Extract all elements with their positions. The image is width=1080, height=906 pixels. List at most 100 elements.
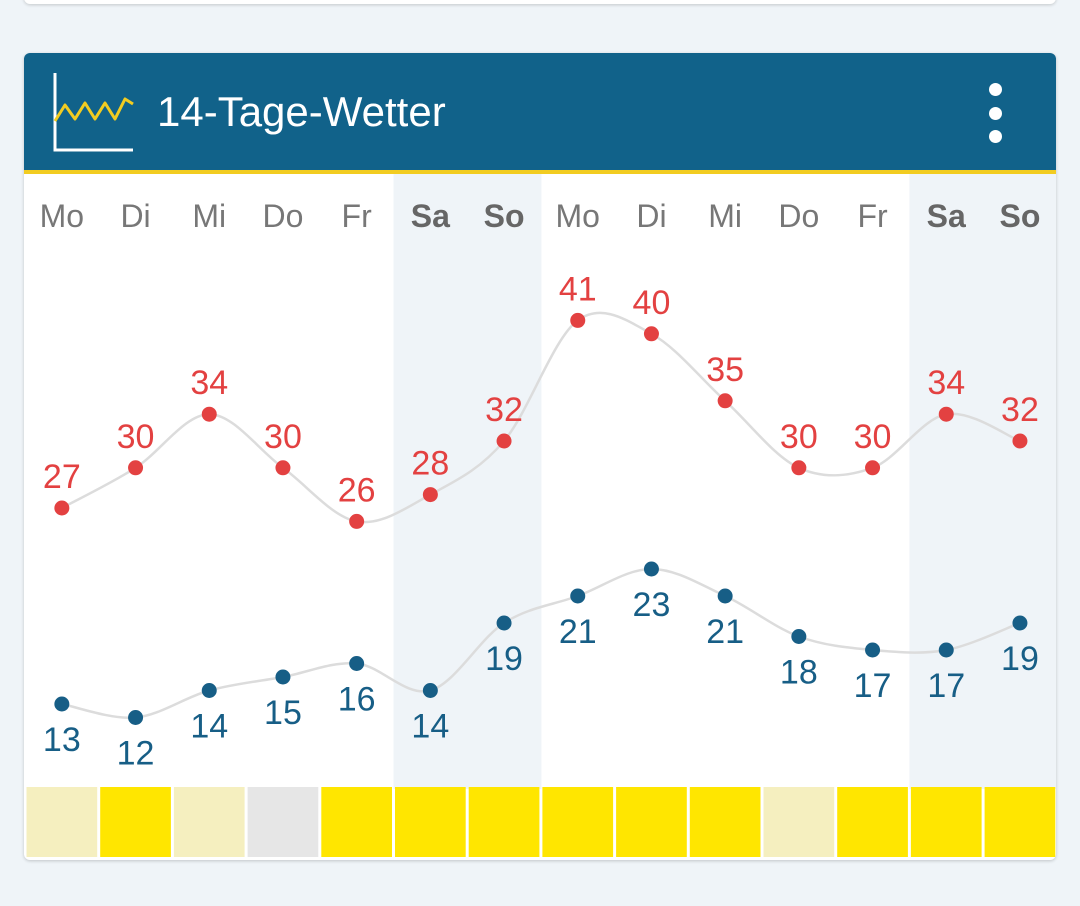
low-temp-label: 19	[1001, 640, 1039, 678]
high-temp-point	[275, 460, 291, 476]
temperature-chart: Mo Di Mi Do Fr Sa So Mo Di Mi Do Fr Sa So 27303430262…	[26, 174, 1056, 857]
sunshine-cell	[395, 787, 466, 857]
low-temp-point	[349, 656, 365, 671]
low-temp-label: 19	[485, 640, 523, 678]
forecast-card: 14-Tage-Wetter Mo Di Mi Do Fr Sa So Mo Di Mi Do Fr S…	[24, 53, 1056, 860]
sunshine-cell	[837, 787, 908, 857]
low-temp-label: 14	[411, 708, 449, 746]
low-temp-label: 23	[633, 586, 671, 624]
day-label: Mo	[556, 198, 600, 234]
more-vertical-icon	[988, 83, 1002, 96]
high-temp-point	[128, 460, 144, 476]
low-temp-point	[938, 642, 954, 658]
sunshine-cell	[616, 787, 687, 857]
low-temp-label: 17	[927, 667, 965, 705]
high-temp-point	[54, 500, 70, 516]
day-label: Do	[262, 198, 303, 234]
day-label: Sa	[927, 198, 966, 234]
low-temp-point	[422, 683, 438, 698]
line-chart-icon	[53, 73, 134, 152]
high-temp-point	[1012, 433, 1028, 449]
high-temp-point	[422, 487, 438, 503]
low-temp-label: 15	[264, 694, 302, 732]
weekend-background	[467, 174, 542, 789]
high-temp-point	[938, 406, 954, 422]
high-temp-label: 27	[43, 458, 81, 496]
high-temp-point	[791, 460, 807, 476]
weekend-background	[983, 174, 1056, 789]
low-temp-label: 18	[780, 654, 818, 692]
day-label: Mo	[40, 198, 84, 234]
high-temp-point	[643, 326, 659, 342]
high-temp-label: 26	[338, 471, 376, 509]
sunshine-cell	[542, 787, 614, 857]
low-temp-point	[201, 683, 217, 698]
sunshine-cell	[763, 787, 835, 857]
low-temp-point	[717, 588, 733, 604]
low-temp-label: 21	[559, 613, 597, 651]
high-temp-label: 30	[117, 418, 155, 456]
day-label: So	[1000, 198, 1041, 234]
low-temp-label: 13	[43, 721, 81, 759]
high-temp-label: 34	[927, 364, 965, 402]
sunshine-cell	[26, 787, 98, 857]
card-title: 14-Tage-Wetter	[157, 88, 446, 135]
temperature-points: 27 30 34 30 26 28 32 41 40 35 30 30 34 32 13 12 14 15 16 14…	[43, 270, 1039, 772]
day-label: So	[484, 198, 525, 234]
high-temp-label: 30	[780, 418, 818, 456]
high-temp-label: 30	[264, 418, 302, 456]
high-temp-label: 32	[485, 391, 523, 429]
day-label: Fr	[342, 198, 373, 234]
day-label: Do	[778, 198, 819, 234]
day-label: Mi	[192, 198, 226, 234]
day-labels: Mo Di Mi Do Fr Sa So Mo Di Mi Do Fr Sa So	[40, 198, 1041, 234]
low-temp-label: 17	[854, 667, 892, 705]
low-temp-point	[643, 561, 659, 577]
high-temp-point	[865, 460, 881, 476]
high-temp-point	[496, 433, 512, 449]
low-temp-point	[496, 615, 512, 631]
low-temp-point	[54, 696, 70, 712]
low-temp-point	[570, 588, 586, 604]
low-temp-label: 16	[338, 681, 376, 719]
high-temp-label: 28	[411, 445, 449, 483]
sunshine-cell	[910, 787, 982, 857]
high-temp-label: 30	[854, 418, 892, 456]
sunshine-cell	[173, 787, 245, 857]
weekend-backgrounds	[393, 174, 1056, 789]
low-temp-label: 14	[190, 708, 228, 746]
low-temp-label: 21	[706, 613, 744, 651]
low-temp-curve	[61, 567, 1021, 719]
sunshine-cell	[100, 787, 171, 857]
sunshine-cell	[247, 787, 319, 857]
high-temp-label: 32	[1001, 391, 1039, 429]
high-temp-curve	[61, 311, 1021, 524]
previous-card	[24, 0, 1056, 4]
low-temp-point	[128, 710, 144, 725]
high-temp-point	[570, 312, 586, 328]
sunshine-cell	[468, 787, 540, 857]
high-temp-label: 35	[706, 351, 744, 389]
low-temp-label: 12	[117, 735, 155, 773]
high-temp-label: 34	[190, 364, 228, 402]
day-label: Fr	[857, 198, 888, 234]
sunshine-bar	[26, 787, 1056, 857]
high-temp-label: 41	[559, 270, 597, 308]
sunshine-cell	[984, 787, 1056, 857]
sunshine-cell	[689, 787, 761, 857]
card-header: 14-Tage-Wetter	[24, 53, 1056, 174]
high-temp-point	[349, 513, 365, 529]
high-temp-point	[201, 406, 217, 422]
day-label: Di	[120, 198, 150, 234]
weekend-background	[909, 174, 984, 789]
sunshine-cell	[321, 787, 392, 857]
day-label: Di	[636, 198, 666, 234]
low-temp-point	[791, 629, 807, 644]
low-temp-point	[865, 642, 881, 658]
low-temp-point	[1012, 615, 1028, 631]
low-temp-point	[275, 669, 291, 685]
more-options-button[interactable]	[974, 75, 1016, 151]
high-temp-point	[717, 393, 733, 409]
high-temp-label: 40	[633, 284, 671, 322]
day-label: Mi	[708, 198, 742, 234]
